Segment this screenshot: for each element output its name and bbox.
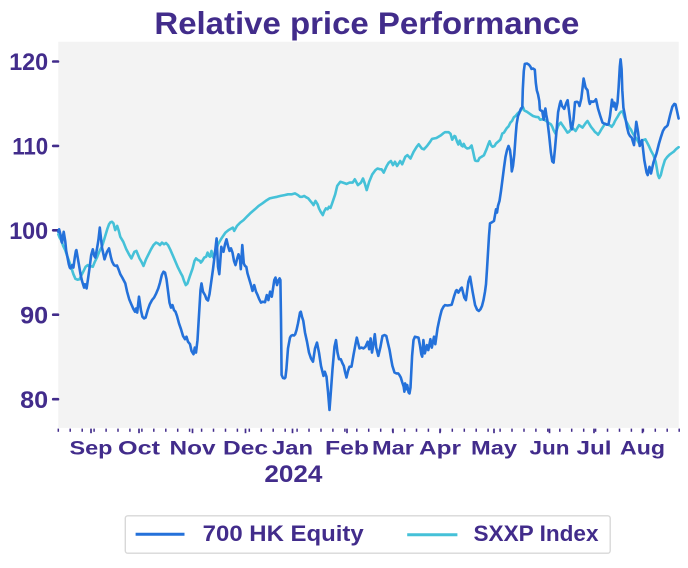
- svg-text:Apr: Apr: [419, 437, 461, 459]
- svg-text:Relative price Performance: Relative price Performance: [154, 5, 579, 41]
- svg-text:SXXP Index: SXXP Index: [474, 521, 599, 546]
- svg-text:80: 80: [20, 387, 48, 414]
- svg-text:700 HK Equity: 700 HK Equity: [203, 521, 365, 546]
- svg-text:Nov: Nov: [170, 437, 216, 459]
- svg-text:120: 120: [9, 49, 48, 76]
- svg-text:110: 110: [12, 134, 48, 161]
- svg-text:Jun: Jun: [530, 437, 570, 459]
- svg-text:2024: 2024: [264, 461, 323, 488]
- svg-text:Aug: Aug: [620, 437, 665, 459]
- svg-text:90: 90: [20, 302, 48, 329]
- svg-text:Jan: Jan: [272, 437, 313, 459]
- svg-text:Jul: Jul: [577, 437, 612, 459]
- svg-text:May: May: [471, 437, 517, 459]
- svg-text:Oct: Oct: [118, 437, 161, 459]
- svg-text:Sep: Sep: [70, 437, 113, 459]
- svg-text:100: 100: [9, 218, 48, 245]
- svg-text:Mar: Mar: [372, 437, 414, 459]
- svg-text:Feb: Feb: [325, 437, 369, 459]
- svg-text:Dec: Dec: [223, 437, 268, 459]
